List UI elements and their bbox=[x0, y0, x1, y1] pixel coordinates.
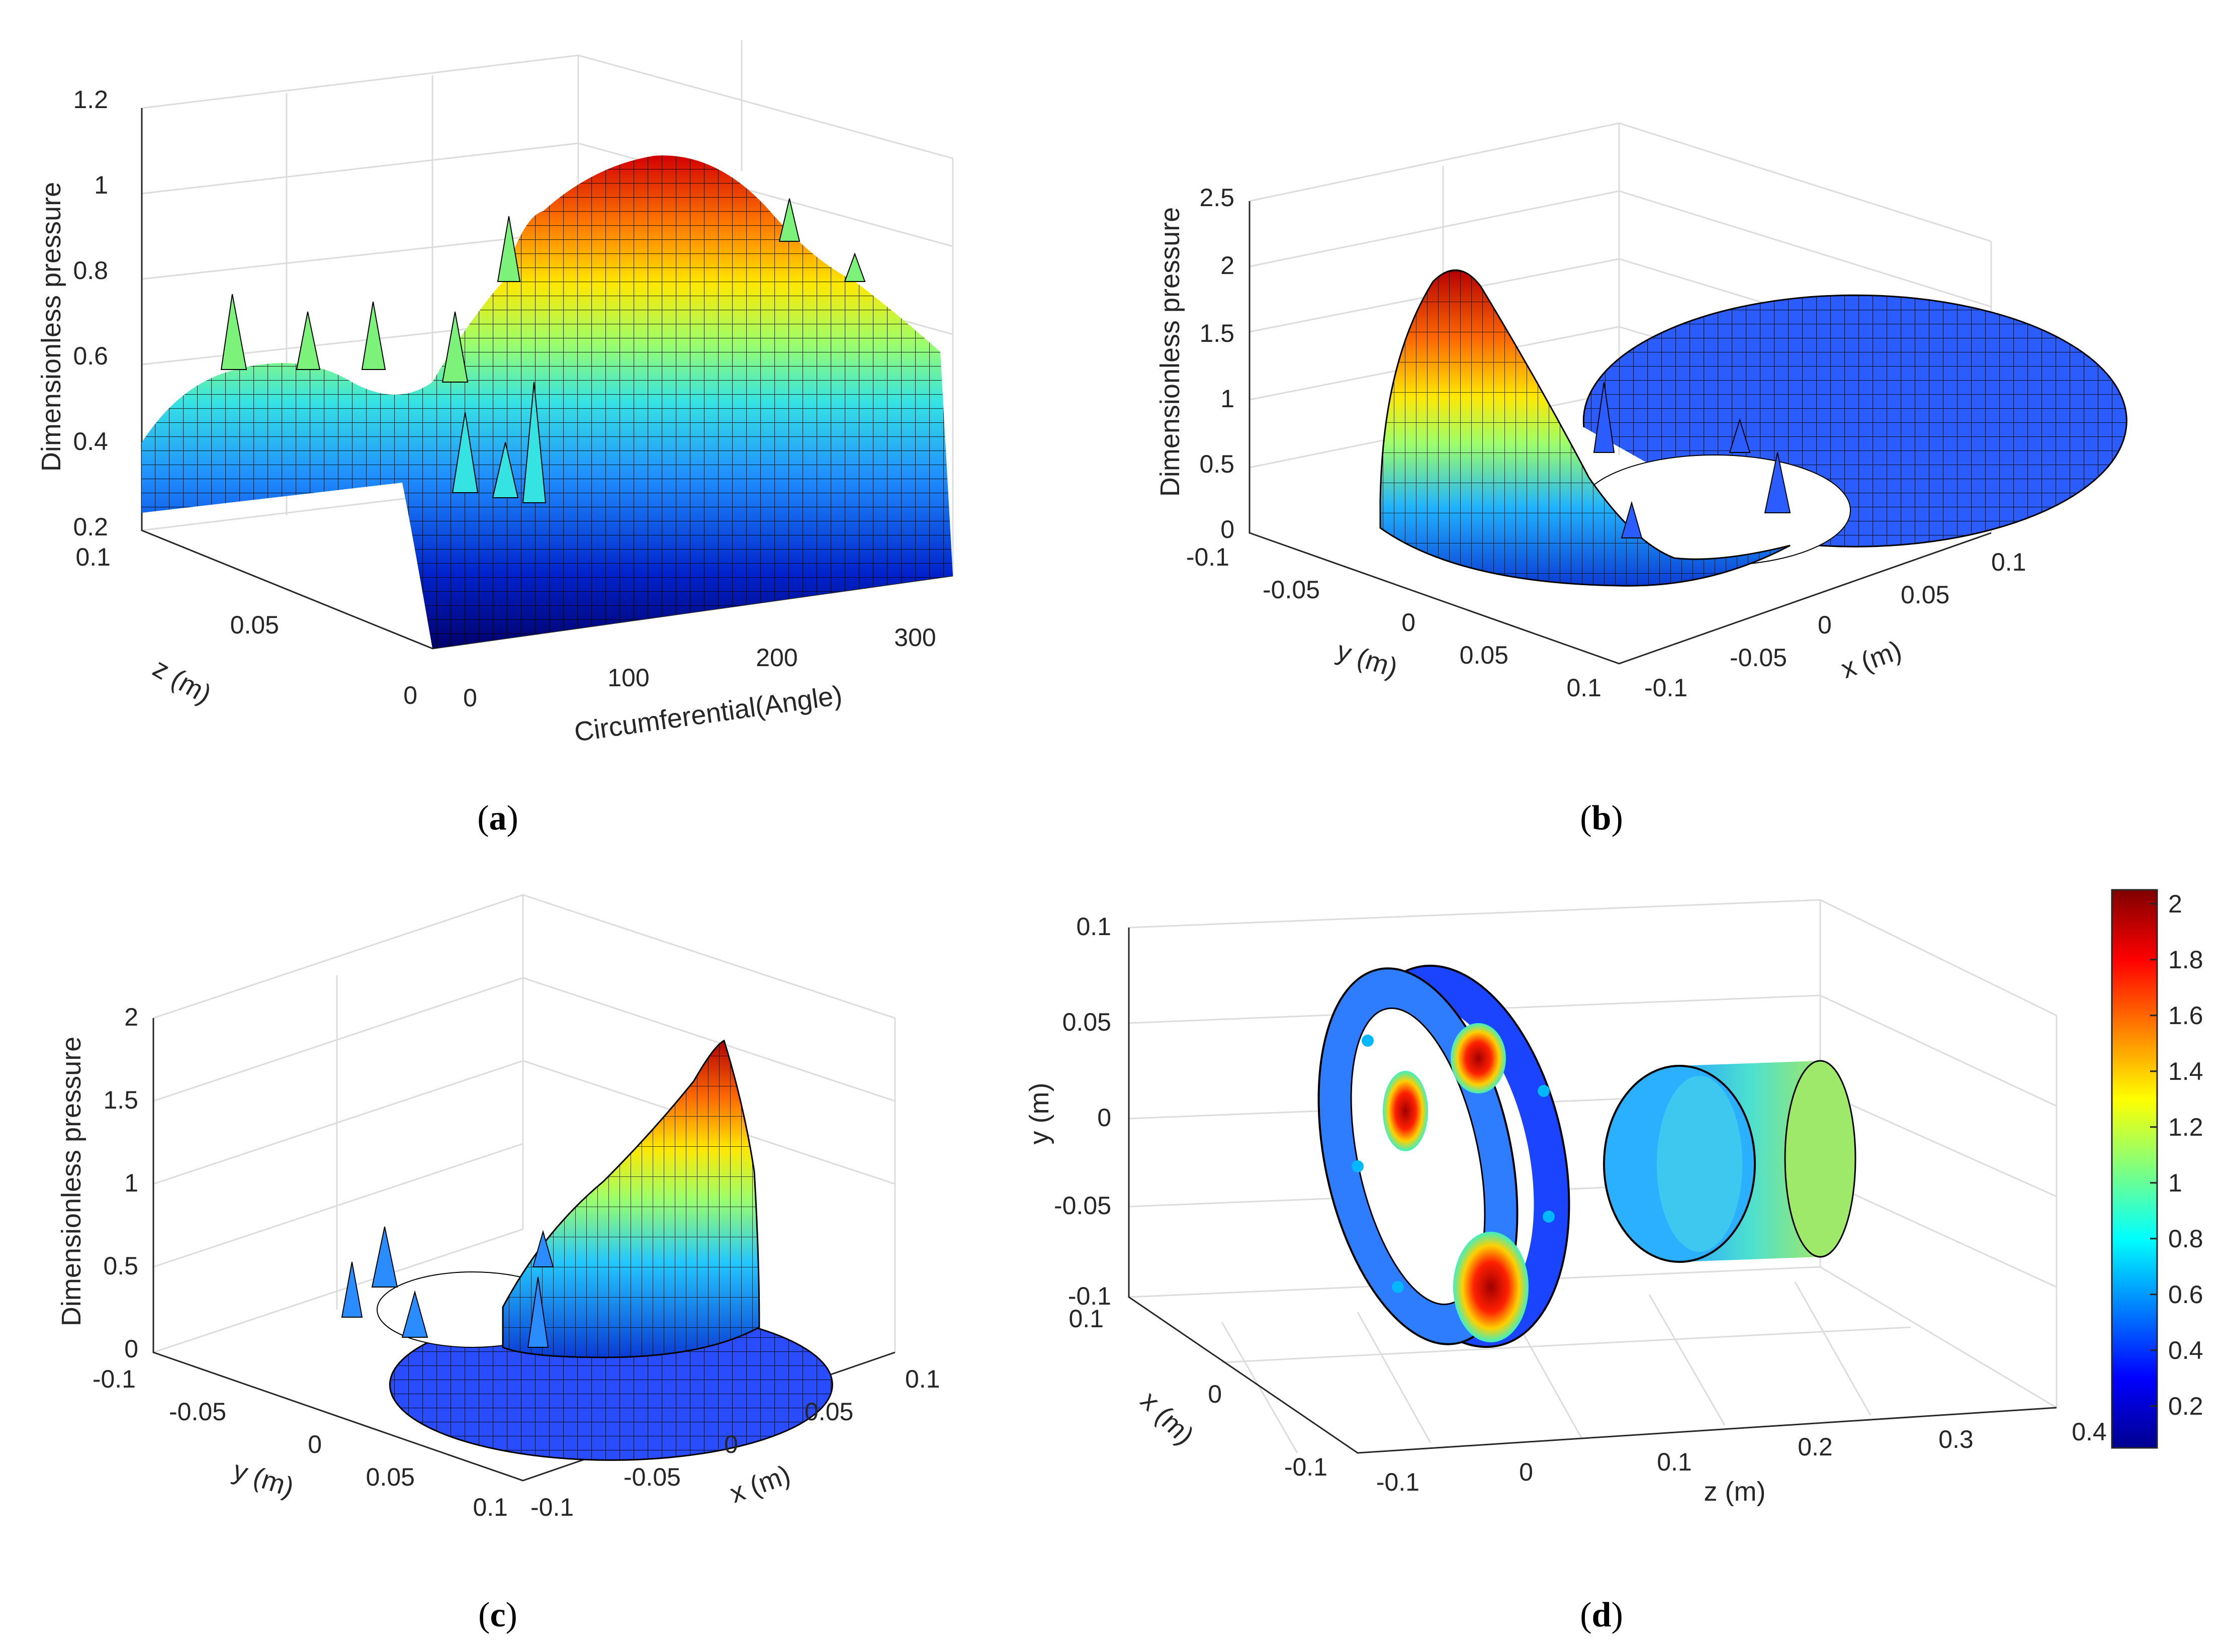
panel-b-ytick: 0.1 bbox=[1566, 674, 1601, 702]
panel-c-ytick: -0.1 bbox=[93, 1365, 136, 1393]
panel-b-ytick: 0 bbox=[1401, 608, 1415, 636]
panel-d-ztick: 0.1 bbox=[1657, 1448, 1692, 1476]
panel-d-ztick: 0 bbox=[1519, 1458, 1533, 1486]
panel-c-xtick: 0.05 bbox=[805, 1398, 853, 1426]
colorbar-tick-label: 1.2 bbox=[2168, 1113, 2203, 1141]
panel-d-surface bbox=[1317, 964, 1856, 1348]
colorbar-tick-label: 1.4 bbox=[2168, 1057, 2203, 1085]
panel-c-ytick: 0 bbox=[308, 1430, 322, 1458]
colorbar-tick-label: 1.8 bbox=[2168, 946, 2203, 974]
panel-a-ztick: 0.2 bbox=[73, 513, 108, 541]
panel-b-xtick: -0.05 bbox=[1730, 644, 1787, 672]
panel-d-xtick: 0 bbox=[1208, 1380, 1222, 1408]
panel-a-surface bbox=[142, 155, 953, 649]
panel-d-ztick: 0.4 bbox=[2072, 1418, 2107, 1446]
panel-a-ztick: 0.6 bbox=[73, 342, 108, 370]
panel-b-ylabel: y (m) bbox=[1333, 635, 1401, 683]
colorbar-tick-label: 0.8 bbox=[2168, 1225, 2203, 1253]
panel-b-ytick: -0.1 bbox=[1186, 543, 1229, 571]
colorbar-tick-label: 0.2 bbox=[2168, 1392, 2203, 1420]
panel-c-ztick: 1 bbox=[124, 1169, 138, 1197]
panel-a: 1.2 1 0.8 0.6 0.4 0.2 0.1 0.05 0 0 100 2… bbox=[36, 40, 954, 748]
caption-b: (b) bbox=[1580, 799, 1623, 838]
panel-b-ztick: 1 bbox=[1220, 385, 1234, 413]
panel-c-xtick: 0 bbox=[724, 1430, 738, 1458]
panel-b-xlabel: x (m) bbox=[1837, 635, 1906, 684]
panel-c-ytick: 0.05 bbox=[366, 1463, 415, 1491]
panel-a-ztick: 0.4 bbox=[73, 427, 108, 455]
panel-b-ztick: 2 bbox=[1220, 251, 1234, 280]
panel-c-xtick: -0.05 bbox=[624, 1463, 681, 1491]
caption-c: (c) bbox=[478, 1596, 517, 1634]
panel-b-surface bbox=[1379, 269, 2127, 587]
colorbar-tick-label: 1.6 bbox=[2168, 1001, 2203, 1030]
panel-a-xtick: 200 bbox=[756, 644, 797, 672]
panel-c-ztick: 1.5 bbox=[103, 1086, 138, 1114]
panel-a-xtick: 300 bbox=[894, 623, 936, 652]
panel-a-ztick: 1 bbox=[94, 171, 108, 199]
panel-d-xtick: -0.1 bbox=[1284, 1453, 1327, 1481]
caption-d: (d) bbox=[1580, 1596, 1623, 1634]
panel-d-xlabel: x (m) bbox=[1135, 1386, 1200, 1450]
panel-b-axes bbox=[1249, 201, 1992, 665]
colorbar-tick-label: 0.6 bbox=[2168, 1280, 2203, 1309]
panel-d-ylabel: y (m) bbox=[1024, 1083, 1054, 1145]
panel-a-ztick: 0.8 bbox=[73, 256, 108, 285]
panel-b-ztick: 0 bbox=[1220, 515, 1234, 543]
panel-c-ztick: 0 bbox=[124, 1335, 138, 1363]
panel-b-xtick: -0.1 bbox=[1644, 674, 1687, 702]
panel-c-surface bbox=[341, 1039, 833, 1461]
panel-b-xtick: 0.1 bbox=[1991, 548, 2026, 576]
panel-d-zlabel: z (m) bbox=[1704, 1477, 1766, 1507]
colorbar-tick-label: 2 bbox=[2168, 890, 2182, 918]
panel-c-ytick: 0.1 bbox=[473, 1493, 508, 1521]
panel-c-zlabel: Dimensionless pressure bbox=[56, 1037, 86, 1326]
panel-d-grid bbox=[1128, 899, 2058, 1453]
panel-a-ylabel: z (m) bbox=[148, 653, 216, 709]
panel-c-xlabel: x (m) bbox=[726, 1459, 794, 1509]
caption-a: (a) bbox=[477, 799, 518, 838]
panel-b-ztick: 0.5 bbox=[1199, 450, 1234, 478]
panel-c-ytick: -0.05 bbox=[169, 1398, 226, 1426]
panel-d-colorbar bbox=[2111, 889, 2158, 1449]
panel-d-ytick: 0.05 bbox=[1062, 1008, 1111, 1036]
panel-d: 0.1 0.05 0 -0.05 -0.1 0.1 0 -0.1 -0.1 0 … bbox=[1024, 889, 2203, 1507]
panel-c-xtick: -0.1 bbox=[530, 1493, 574, 1521]
panel-a-ytick: 0.1 bbox=[75, 543, 111, 571]
panel-b-zlabel: Dimensionless pressure bbox=[1155, 207, 1185, 497]
panel-c-ztick: 2 bbox=[124, 1003, 138, 1031]
panel-c-xtick: 0.1 bbox=[905, 1365, 940, 1393]
panel-a-ytick: 0 bbox=[403, 681, 417, 709]
panel-b-xtick: 0 bbox=[1818, 611, 1832, 639]
panel-d-ztick: 0.2 bbox=[1798, 1433, 1833, 1461]
panel-d-ytick: 0.1 bbox=[1076, 912, 1111, 941]
panel-b-xtick: 0.05 bbox=[1901, 581, 1949, 609]
panel-b-ztick: 2.5 bbox=[1199, 183, 1234, 212]
panel-d-xtick: 0.1 bbox=[1069, 1305, 1104, 1333]
panel-a-zlabel: Dimensionless pressure bbox=[36, 182, 66, 472]
panel-d-ytick: -0.05 bbox=[1054, 1191, 1111, 1220]
colorbar-tick-label: 0.4 bbox=[2168, 1336, 2203, 1364]
panel-c-ylabel: y (m) bbox=[229, 1455, 297, 1503]
panel-a-ytick: 0.05 bbox=[230, 611, 279, 639]
panel-b-ztick: 1.5 bbox=[1199, 319, 1234, 347]
panel-a-xtick: 100 bbox=[607, 664, 649, 692]
panel-b-ytick: -0.05 bbox=[1263, 576, 1320, 604]
panel-b-ytick: 0.05 bbox=[1460, 641, 1508, 669]
panel-c-ztick: 0.5 bbox=[103, 1252, 138, 1280]
panel-d-ytick: -0.1 bbox=[1068, 1282, 1111, 1310]
panel-a-ztick: 1.2 bbox=[73, 85, 108, 114]
colorbar-tick-label: 1 bbox=[2168, 1169, 2182, 1197]
colorbar-ticks: 2 1.8 1.6 1.4 1.2 1 0.8 0.6 0.4 0.2 bbox=[2150, 890, 2203, 1420]
colorbar-scale bbox=[2111, 889, 2158, 1449]
panel-a-xtick: 0 bbox=[463, 684, 477, 712]
panel-d-ztick: -0.1 bbox=[1376, 1468, 1419, 1496]
panel-b: 2.5 2 1.5 1 0.5 0 -0.1 -0.05 0 0.05 0.1 … bbox=[1155, 122, 2127, 702]
panel-d-ytick: 0 bbox=[1097, 1104, 1111, 1132]
panel-d-axes bbox=[1128, 928, 2057, 1454]
panel-c: 2 1.5 1 0.5 0 -0.1 -0.05 0 0.05 0.1 -0.1… bbox=[56, 894, 940, 1521]
panel-d-ztick: 0.3 bbox=[1938, 1425, 1974, 1453]
